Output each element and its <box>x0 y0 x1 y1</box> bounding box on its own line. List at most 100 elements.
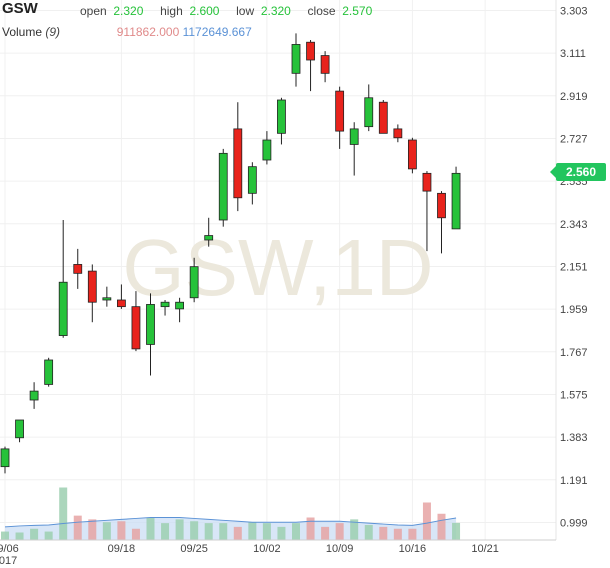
candle <box>160 300 170 316</box>
price-tick-label: 1.383 <box>560 432 588 444</box>
volume-bar <box>306 517 315 540</box>
ohlc-readout: open 2.320 high 2.600 low 2.320 close 2.… <box>80 4 372 18</box>
volume-bar <box>190 521 199 540</box>
watermark: GSW,1D <box>122 223 433 312</box>
candle <box>189 257 199 303</box>
candle-body <box>117 299 126 308</box>
volume-bar <box>44 531 53 540</box>
volume-ma-line <box>4 517 457 528</box>
candle <box>364 84 374 132</box>
price-tick-label: 2.343 <box>560 219 588 231</box>
low-value: 2.320 <box>260 4 291 18</box>
volume-bar <box>233 526 242 540</box>
candle <box>247 162 257 205</box>
volume-bar <box>452 522 461 540</box>
candle <box>87 264 97 323</box>
candle <box>306 40 315 92</box>
candle-body <box>175 301 185 310</box>
candle-body <box>204 235 214 241</box>
candle-body <box>160 301 170 308</box>
candle <box>58 220 68 338</box>
volume-bar <box>117 521 126 540</box>
price-tick-label: 3.111 <box>560 48 586 60</box>
candle-body <box>422 172 432 192</box>
candle <box>117 284 126 309</box>
volume-bar <box>350 519 359 540</box>
time-tick-label: 10/09 <box>326 543 354 555</box>
candle-body <box>44 359 54 385</box>
candle <box>233 102 243 212</box>
candle-body <box>262 139 272 161</box>
candle <box>320 51 330 83</box>
candle-body <box>451 172 461 230</box>
volume-bar <box>88 519 97 540</box>
volume-ma-value: 1172649.667 <box>182 25 252 39</box>
price-tick-label: 1.767 <box>560 347 588 359</box>
close-label: close <box>307 4 336 18</box>
candle-body <box>277 99 286 134</box>
time-tick-label: 09/25 <box>180 543 208 555</box>
candle-body <box>349 128 359 145</box>
candle <box>262 131 272 165</box>
candle <box>349 122 359 176</box>
candle <box>378 100 388 134</box>
candle-body <box>407 139 417 170</box>
time-tick-label: 10/16 <box>399 543 427 555</box>
candle <box>407 137 417 174</box>
open-value: 2.320 <box>113 4 144 18</box>
time-tick-label: 09/18 <box>108 543 136 555</box>
candle <box>0 446 10 474</box>
volume-pane <box>1 487 461 540</box>
candle-body <box>393 128 403 139</box>
volume-bar <box>30 528 39 540</box>
time-tick-label: 10/21 <box>471 543 499 555</box>
last-price-tag: 2.560 <box>550 163 606 181</box>
low-label: low <box>236 4 255 18</box>
candle-body <box>87 270 97 303</box>
candle <box>204 217 214 247</box>
price-tick-label: 2.727 <box>560 133 588 145</box>
volume-bar <box>161 523 170 540</box>
candle-body <box>247 166 257 194</box>
candle-body <box>58 281 68 336</box>
candle <box>393 124 403 143</box>
candle-body <box>218 152 228 221</box>
candles <box>0 33 461 474</box>
candle-body <box>102 297 112 301</box>
candle-body <box>131 306 141 350</box>
volume-bar <box>364 525 373 540</box>
candle-body <box>29 390 39 401</box>
price-tick-label: 1.191 <box>560 475 588 487</box>
volume-bar <box>146 517 155 540</box>
volume-bar <box>393 528 402 540</box>
volume-bar <box>422 502 431 540</box>
price-tick-label: 1.575 <box>560 389 588 401</box>
high-value: 2.600 <box>189 4 220 18</box>
symbol-label[interactable]: GSW <box>2 0 38 17</box>
candle-body <box>335 90 345 132</box>
volume-value: 911862.000 <box>116 25 180 39</box>
open-label: open <box>80 4 107 18</box>
volume-bar <box>73 515 82 540</box>
price-tick-label: 3.303 <box>560 5 588 17</box>
time-tick-label: 10/02 <box>253 543 281 555</box>
candle-body <box>306 41 315 61</box>
time-tick-label: 09/06 <box>0 543 19 555</box>
candle <box>451 166 461 230</box>
candle <box>218 148 228 227</box>
volume-bar <box>262 523 271 540</box>
volume-bar <box>59 487 68 540</box>
candle-body <box>15 419 24 439</box>
candle-body <box>378 101 388 134</box>
price-tick-label: 2.919 <box>560 91 588 103</box>
volume-bar <box>335 523 344 540</box>
volume-label[interactable]: Volume <box>2 25 43 39</box>
volume-bar <box>408 528 417 540</box>
time-tick-year: 2017 <box>0 555 17 567</box>
volume-bar <box>379 526 388 540</box>
candle <box>131 291 141 352</box>
price-axis: 3.3033.1112.9192.7272.5352.3432.1511.959… <box>560 5 588 529</box>
candle <box>422 171 432 252</box>
close-value: 2.570 <box>342 4 373 18</box>
